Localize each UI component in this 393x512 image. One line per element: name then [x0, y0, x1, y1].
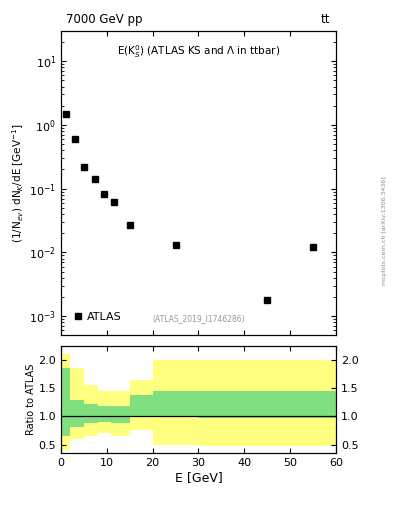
Bar	[111, 391, 130, 436]
Bar	[61, 354, 70, 450]
ATLAS	[102, 191, 107, 197]
ATLAS	[81, 164, 86, 170]
Bar	[97, 406, 111, 422]
Bar	[198, 360, 336, 446]
Bar	[130, 395, 152, 417]
ATLAS	[63, 111, 68, 117]
Text: mcplots.cern.ch [arXiv:1306.3436]: mcplots.cern.ch [arXiv:1306.3436]	[382, 176, 387, 285]
Y-axis label: Ratio to ATLAS: Ratio to ATLAS	[26, 364, 35, 435]
Bar	[176, 360, 198, 444]
Line: ATLAS: ATLAS	[62, 111, 316, 303]
Bar	[61, 368, 70, 436]
ATLAS	[311, 244, 316, 250]
Legend: ATLAS: ATLAS	[70, 308, 126, 327]
ATLAS	[265, 297, 270, 303]
ATLAS	[173, 242, 178, 248]
Text: tt: tt	[321, 13, 331, 26]
ATLAS	[127, 222, 132, 228]
Bar	[130, 379, 152, 431]
Bar	[152, 391, 176, 416]
Bar	[198, 391, 336, 418]
ATLAS	[111, 199, 116, 205]
ATLAS	[93, 176, 97, 182]
ATLAS	[72, 136, 77, 142]
Bar	[111, 406, 130, 423]
Bar	[152, 360, 176, 444]
Bar	[84, 404, 97, 423]
Bar	[176, 391, 198, 416]
Bar	[97, 391, 111, 433]
Text: E(K$_S^0$) (ATLAS KS and Λ in ttbar): E(K$_S^0$) (ATLAS KS and Λ in ttbar)	[117, 43, 280, 60]
Text: 7000 GeV pp: 7000 GeV pp	[66, 13, 143, 26]
Bar	[70, 400, 84, 426]
Y-axis label: (1/N$_{ev}$) dN$_K$/dE [GeV$^{-1}$]: (1/N$_{ev}$) dN$_K$/dE [GeV$^{-1}$]	[11, 123, 26, 243]
Bar	[70, 368, 84, 439]
Text: (ATLAS_2019_I1746286): (ATLAS_2019_I1746286)	[152, 314, 245, 323]
X-axis label: E [GeV]: E [GeV]	[174, 471, 222, 484]
Bar	[84, 385, 97, 436]
